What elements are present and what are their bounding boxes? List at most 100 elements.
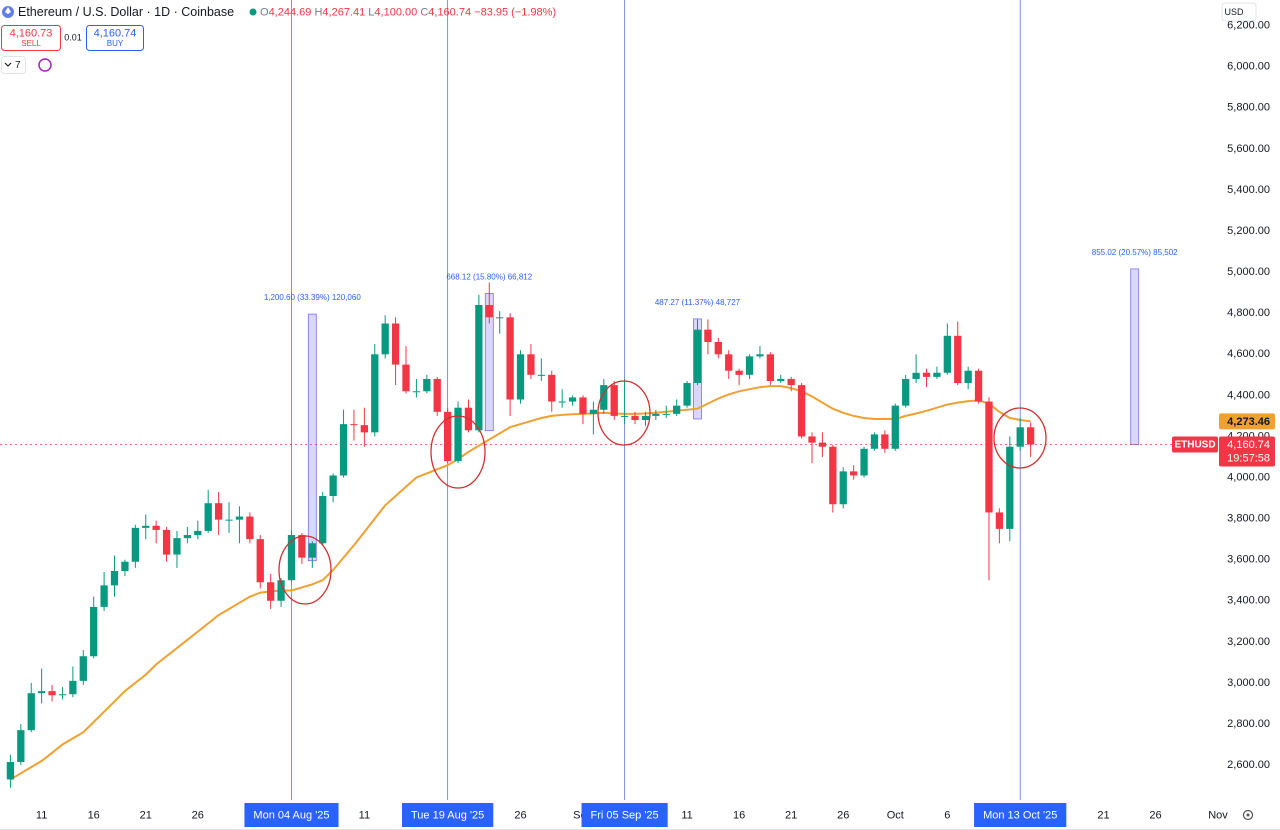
candle-body [662, 413, 670, 415]
sell-price: 4,160.73 [10, 27, 53, 39]
last-price-box [1219, 436, 1275, 467]
candle-body [548, 374, 556, 402]
candle-body [943, 335, 951, 373]
y-tick-label: 5,200.00 [1227, 225, 1270, 237]
marker-label-bg [244, 803, 339, 827]
y-tick-label: 5,600.00 [1227, 143, 1270, 155]
candle-body [308, 543, 316, 558]
candle-body [17, 730, 25, 763]
currency: USD [1224, 7, 1244, 17]
candle-body [506, 317, 514, 400]
candle-body [225, 519, 233, 521]
candle-body [173, 538, 181, 555]
candle-body [683, 383, 691, 406]
change: −83.95 (−1.98%) [474, 6, 556, 18]
candle-body [870, 434, 879, 449]
settings-icon[interactable] [1242, 809, 1254, 821]
measure-label: 668.12 (15.80%) 66,812 [446, 273, 532, 282]
candle-body [100, 585, 108, 607]
x-tick-label: 26 [837, 809, 849, 821]
candle-body [6, 762, 15, 780]
candle-body [204, 503, 212, 531]
candle-body [652, 413, 660, 416]
candle-body [787, 378, 795, 386]
x-tick-label: 21 [785, 809, 797, 821]
candle-body [579, 397, 587, 414]
candle-body [620, 415, 629, 417]
candle-body [735, 370, 743, 375]
candle-body [537, 374, 545, 376]
candle-body [79, 656, 87, 681]
x-tick-label: 16 [88, 809, 100, 821]
candle-body [69, 680, 77, 695]
candle-body [183, 535, 192, 539]
market-status [249, 8, 257, 16]
x-tick-label: 26 [1149, 809, 1161, 821]
candle-body [58, 694, 67, 696]
candle-body [600, 385, 608, 410]
y-tick-label: 4,400.00 [1227, 389, 1270, 401]
candle-body [350, 424, 358, 426]
candle-body [152, 525, 160, 530]
marker-label: Fri 05 Sep '25 [591, 809, 659, 821]
annotations [278, 380, 1047, 605]
candle-body [610, 385, 618, 416]
candle-body [298, 535, 306, 558]
candle-body [641, 415, 650, 421]
x-tick-label: 26 [514, 809, 526, 821]
y-tick-label: 2,600.00 [1227, 759, 1270, 771]
candle-body [214, 503, 223, 520]
y-tick-label: 3,200.00 [1227, 636, 1270, 648]
candle-body [839, 471, 847, 505]
candle-body [475, 305, 483, 431]
sell-label: SELL [21, 39, 41, 48]
symbol-label: ETHUSD [1174, 440, 1215, 451]
candle-body [527, 354, 535, 375]
candle-body [142, 525, 150, 528]
candle-body [433, 378, 441, 412]
indicators-toggle[interactable] [1, 56, 26, 74]
last-price-label: 4,160.74 [1227, 439, 1270, 451]
ohlc-value: 4,100.00 [374, 6, 417, 18]
chevron [4, 62, 12, 67]
candle-body [714, 341, 722, 355]
x-tick-label: 21 [1097, 809, 1109, 821]
marker-label-bg [581, 803, 668, 827]
currency-button[interactable] [1221, 2, 1257, 22]
x-tick-label: Nov [1208, 809, 1228, 821]
candle-body [777, 378, 785, 382]
ohlc-key: L [368, 6, 374, 18]
buy-button[interactable] [86, 25, 144, 51]
candle-body [1016, 427, 1024, 447]
moving-average [9, 385, 1031, 781]
candle-body [256, 539, 264, 583]
candle-body [360, 425, 369, 433]
x-tick-label: 21 [140, 809, 152, 821]
candle-body [371, 354, 379, 433]
x-tick-label: 26 [192, 809, 204, 821]
candle-body [954, 335, 962, 384]
y-tick-label: 6,000.00 [1227, 61, 1270, 73]
y-tick-label: 3,800.00 [1227, 513, 1270, 525]
candle-body [121, 561, 129, 571]
ma-price-box [1219, 413, 1275, 430]
measure-label: 487.27 (11.37%) 48,727 [655, 298, 741, 307]
candle-body [423, 378, 431, 392]
ohlc-key: O [260, 6, 269, 18]
candle-body [27, 693, 35, 731]
candle-body [849, 471, 858, 476]
sync-icon[interactable] [38, 58, 52, 72]
header: Ethereum / U.S. Dollar · 1D · Coinbase O… [1, 5, 556, 74]
y-tick-label: 5,000.00 [1227, 266, 1270, 278]
ohlc-key: C [420, 6, 428, 18]
sell-button[interactable] [1, 25, 61, 51]
marker-label: Mon 04 Aug '25 [253, 809, 329, 821]
candle-body [277, 580, 285, 601]
ma-price-label: 4,273.46 [1227, 416, 1270, 428]
plot: 1,200.60 (33.39%) 120,060 668.12 (15.80%)… [0, 0, 1218, 800]
candle-body [725, 354, 733, 371]
candle-body [766, 354, 775, 382]
candle-body [381, 323, 389, 355]
